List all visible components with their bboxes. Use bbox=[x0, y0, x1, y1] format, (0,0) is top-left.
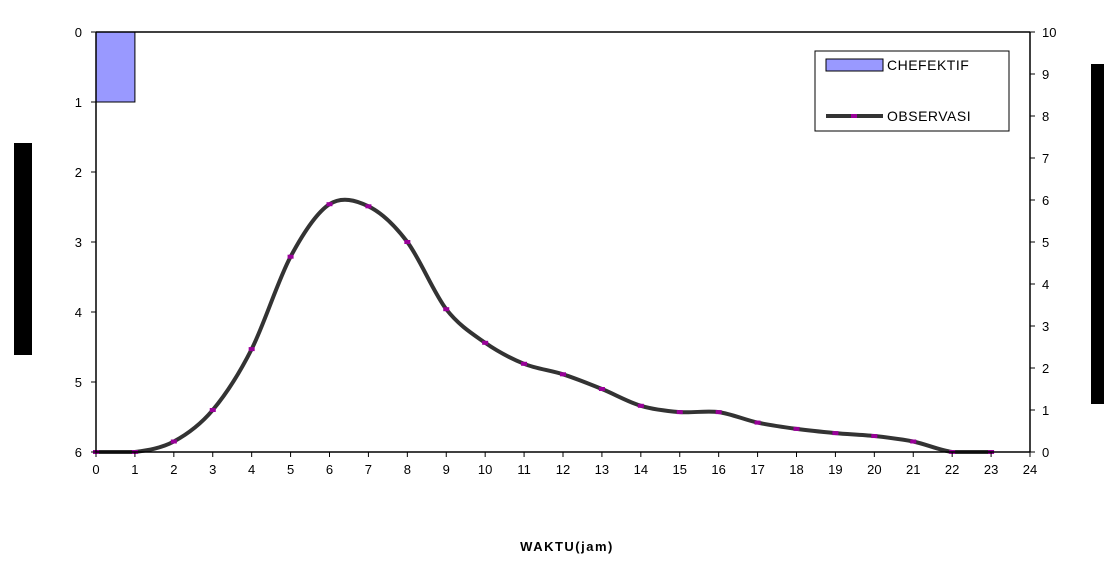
x-tick-label: 9 bbox=[443, 462, 450, 477]
x-tick-label: 14 bbox=[634, 462, 648, 477]
x-tick-label: 22 bbox=[945, 462, 959, 477]
x-tick-label: 8 bbox=[404, 462, 411, 477]
point-observasi bbox=[832, 431, 839, 436]
x-tick-label: 3 bbox=[209, 462, 216, 477]
point-observasi bbox=[443, 307, 450, 312]
right-y-tick-label: 9 bbox=[1042, 67, 1049, 82]
x-tick-label: 18 bbox=[789, 462, 803, 477]
x-tick-label: 11 bbox=[517, 462, 531, 477]
point-observasi bbox=[209, 408, 216, 412]
axis-ticks: 0 1 2 3 4 5 6 7 8 9 10 11 12 13 14 15 16 17 18 19 20 21 22 23 24… bbox=[75, 25, 1057, 477]
x-tick-label: 2 bbox=[170, 462, 177, 477]
point-observasi bbox=[637, 403, 644, 408]
right-y-tick-label: 5 bbox=[1042, 235, 1049, 250]
legend-label-chefektif: CHEFEKTIF bbox=[887, 57, 969, 73]
point-observasi bbox=[287, 254, 294, 259]
x-tick-label: 15 bbox=[673, 462, 687, 477]
left-y-tick-label: 0 bbox=[75, 25, 82, 40]
left-y-tick-label: 6 bbox=[75, 445, 82, 460]
x-tick-label: 20 bbox=[867, 462, 881, 477]
right-y-tick-label: 0 bbox=[1042, 445, 1049, 460]
point-observasi bbox=[326, 202, 333, 207]
left-y-tick-label: 3 bbox=[75, 235, 82, 250]
x-tick-label: 5 bbox=[287, 462, 294, 477]
point-observasi bbox=[676, 410, 683, 415]
left-y-tick-label: 2 bbox=[75, 165, 82, 180]
point-observasi bbox=[715, 410, 722, 415]
bar-series bbox=[95, 31, 136, 103]
point-observasi bbox=[560, 372, 566, 377]
point-observasi bbox=[248, 347, 255, 352]
x-tick-label: 17 bbox=[750, 462, 764, 477]
right-y-tick-label: 8 bbox=[1042, 109, 1049, 124]
x-tick-label: 1 bbox=[131, 462, 138, 477]
x-axis-label: WAKTU(jam) bbox=[520, 539, 614, 554]
x-tick-label: 21 bbox=[906, 462, 920, 477]
x-tick-label: 10 bbox=[478, 462, 492, 477]
right-y-tick-label: 1 bbox=[1042, 403, 1049, 418]
x-tick-label: 19 bbox=[828, 462, 842, 477]
left-y-tick-label: 5 bbox=[75, 375, 82, 390]
x-tick-label: 23 bbox=[984, 462, 998, 477]
x-tick-label: 4 bbox=[248, 462, 255, 477]
right-y-tick-label: 4 bbox=[1042, 277, 1049, 292]
point-observasi bbox=[521, 361, 528, 366]
x-tick-label: 0 bbox=[92, 462, 99, 477]
right-y-tick-label: 2 bbox=[1042, 361, 1049, 376]
legend-marker-observasi bbox=[851, 114, 857, 118]
point-observasi bbox=[793, 426, 800, 431]
right-y-tick-label: 3 bbox=[1042, 319, 1049, 334]
x-tick-label: 6 bbox=[326, 462, 333, 477]
left-y-tick-label: 1 bbox=[75, 95, 82, 110]
point-observasi bbox=[482, 340, 489, 345]
x-tick-label: 24 bbox=[1023, 462, 1037, 477]
point-observasi bbox=[871, 434, 878, 439]
point-observasi bbox=[754, 420, 761, 425]
legend: CHEFEKTIF OBSERVASI bbox=[814, 50, 1010, 132]
x-tick-label: 12 bbox=[556, 462, 570, 477]
x-tick-label: 13 bbox=[595, 462, 609, 477]
point-observasi bbox=[170, 439, 177, 444]
left-y-tick-label: 4 bbox=[75, 305, 82, 320]
point-observasi bbox=[365, 204, 372, 209]
x-tick-label: 7 bbox=[365, 462, 372, 477]
point-observasi bbox=[910, 439, 917, 444]
right-y-tick-label: 10 bbox=[1042, 25, 1056, 40]
bar-chefektif bbox=[95, 31, 136, 103]
legend-swatch-chefektif bbox=[825, 58, 884, 72]
left-axis-title-block bbox=[14, 143, 32, 355]
legend-label-observasi: OBSERVASI bbox=[887, 108, 971, 124]
right-y-tick-label: 7 bbox=[1042, 151, 1049, 166]
right-y-tick-label: 6 bbox=[1042, 193, 1049, 208]
x-tick-label: 16 bbox=[711, 462, 725, 477]
right-axis-title-block bbox=[1091, 64, 1104, 404]
point-observasi bbox=[404, 240, 411, 244]
point-observasi bbox=[598, 387, 605, 391]
